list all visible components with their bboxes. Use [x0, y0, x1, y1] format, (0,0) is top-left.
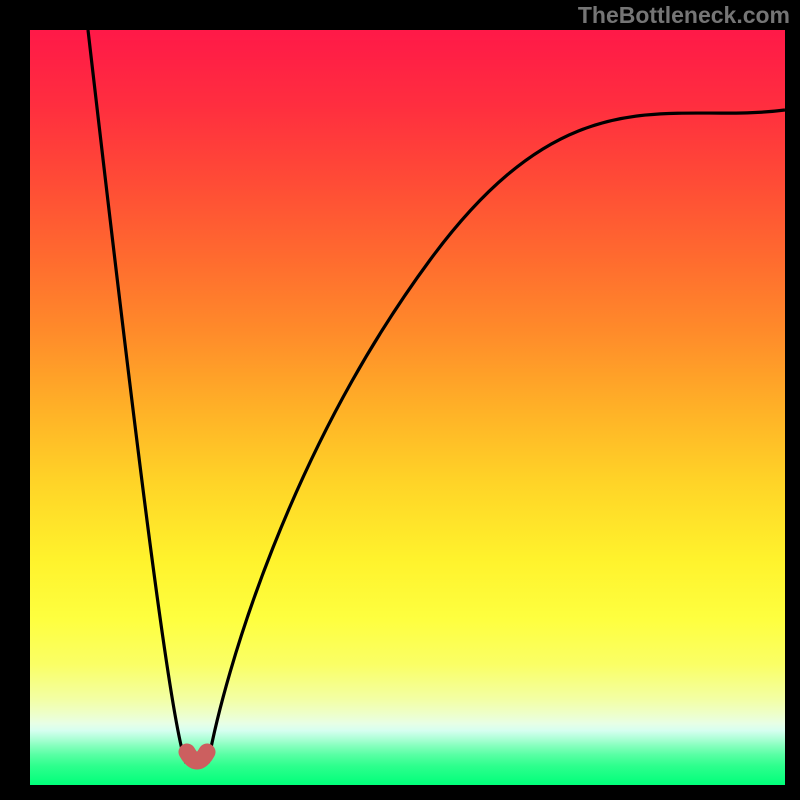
plot-area	[30, 30, 785, 785]
chart-container: TheBottleneck.com	[0, 0, 800, 800]
gradient-background	[30, 30, 785, 785]
chart-svg	[30, 30, 785, 785]
valley-marker	[187, 752, 207, 761]
watermark-text: TheBottleneck.com	[578, 2, 790, 29]
